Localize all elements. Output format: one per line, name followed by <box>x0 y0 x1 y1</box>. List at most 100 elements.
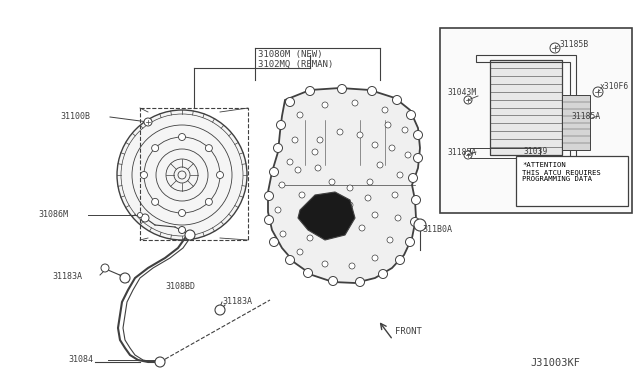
Circle shape <box>372 212 378 218</box>
Circle shape <box>357 132 363 138</box>
Text: 311B0A: 311B0A <box>422 225 452 234</box>
Circle shape <box>413 154 422 163</box>
Circle shape <box>269 237 278 247</box>
Circle shape <box>406 110 415 119</box>
Circle shape <box>216 171 223 179</box>
Circle shape <box>275 207 281 213</box>
Text: 31086M: 31086M <box>38 210 68 219</box>
Circle shape <box>141 214 149 222</box>
Circle shape <box>352 100 358 106</box>
Polygon shape <box>268 88 420 283</box>
Circle shape <box>402 127 408 133</box>
Circle shape <box>365 195 371 201</box>
Circle shape <box>299 192 305 198</box>
Circle shape <box>328 276 337 285</box>
Circle shape <box>406 237 415 247</box>
Circle shape <box>593 87 603 97</box>
Circle shape <box>280 231 286 237</box>
Circle shape <box>285 97 294 106</box>
Circle shape <box>141 171 147 179</box>
Circle shape <box>347 185 353 191</box>
Circle shape <box>305 87 314 96</box>
Circle shape <box>276 121 285 129</box>
Circle shape <box>464 96 472 104</box>
Circle shape <box>285 256 294 264</box>
Circle shape <box>389 145 395 151</box>
Circle shape <box>320 219 326 225</box>
Circle shape <box>464 151 472 159</box>
Circle shape <box>367 179 373 185</box>
Circle shape <box>155 357 165 367</box>
Text: 31039: 31039 <box>524 147 548 156</box>
Circle shape <box>205 198 212 205</box>
Text: 31084: 31084 <box>68 355 93 364</box>
Circle shape <box>264 215 273 224</box>
Circle shape <box>179 209 186 217</box>
Text: 3102MQ (REMAN): 3102MQ (REMAN) <box>258 60 333 69</box>
Circle shape <box>408 173 417 183</box>
Circle shape <box>295 167 301 173</box>
Circle shape <box>138 212 143 218</box>
Circle shape <box>382 107 388 113</box>
Circle shape <box>269 167 278 176</box>
Circle shape <box>117 110 247 240</box>
Circle shape <box>215 305 225 315</box>
Circle shape <box>372 142 378 148</box>
Text: J31003KF: J31003KF <box>530 358 580 368</box>
Circle shape <box>387 237 393 243</box>
Circle shape <box>392 192 398 198</box>
Circle shape <box>287 159 293 165</box>
Text: 3108BD: 3108BD <box>165 282 195 291</box>
Circle shape <box>179 227 186 234</box>
Circle shape <box>378 269 387 279</box>
Text: 31183A: 31183A <box>52 272 82 281</box>
Circle shape <box>349 263 355 269</box>
Circle shape <box>264 192 273 201</box>
Circle shape <box>359 225 365 231</box>
Circle shape <box>377 162 383 168</box>
Circle shape <box>297 112 303 118</box>
Circle shape <box>152 145 159 152</box>
Circle shape <box>550 43 560 53</box>
Circle shape <box>372 255 378 261</box>
Circle shape <box>322 102 328 108</box>
Circle shape <box>337 84 346 93</box>
FancyBboxPatch shape <box>490 60 562 155</box>
Circle shape <box>205 145 212 152</box>
Polygon shape <box>298 192 355 240</box>
FancyBboxPatch shape <box>516 156 628 206</box>
Circle shape <box>292 137 298 143</box>
Circle shape <box>327 197 333 203</box>
Circle shape <box>410 218 419 227</box>
Circle shape <box>405 152 411 158</box>
Circle shape <box>317 137 323 143</box>
Circle shape <box>315 165 321 171</box>
Circle shape <box>412 196 420 205</box>
Circle shape <box>337 129 343 135</box>
Circle shape <box>329 179 335 185</box>
Text: 31100B: 31100B <box>60 112 90 121</box>
Circle shape <box>307 235 313 241</box>
Circle shape <box>179 134 186 141</box>
Circle shape <box>303 215 309 221</box>
Circle shape <box>322 261 328 267</box>
Circle shape <box>385 122 391 128</box>
Text: 31043M: 31043M <box>448 88 477 97</box>
Text: 31185A: 31185A <box>448 148 477 157</box>
Text: 31080M (NEW): 31080M (NEW) <box>258 50 323 59</box>
Circle shape <box>414 219 426 231</box>
Circle shape <box>413 131 422 140</box>
Text: FRONT: FRONT <box>395 327 422 337</box>
Text: 31185B: 31185B <box>560 40 589 49</box>
Circle shape <box>339 229 345 235</box>
FancyBboxPatch shape <box>562 95 590 150</box>
Circle shape <box>144 118 152 126</box>
Circle shape <box>152 198 159 205</box>
Circle shape <box>395 215 401 221</box>
Circle shape <box>396 256 404 264</box>
Circle shape <box>101 264 109 272</box>
Circle shape <box>355 278 365 286</box>
Circle shape <box>303 269 312 278</box>
Circle shape <box>312 149 318 155</box>
Text: *ATTENTION
THIS ATCU REQUIRES
PROGRAMMING DATA: *ATTENTION THIS ATCU REQUIRES PROGRAMMIN… <box>522 162 601 182</box>
